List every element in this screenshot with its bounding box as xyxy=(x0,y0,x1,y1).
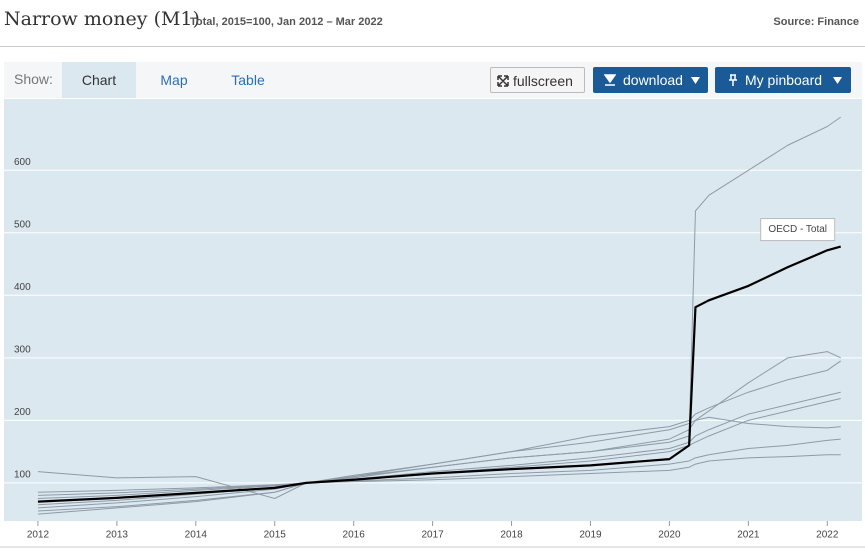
subtitle: Total, 2015=100, Jan 2012 – Mar 2022 xyxy=(190,16,383,28)
country-line xyxy=(37,391,841,506)
y-tick-label: 400 xyxy=(14,282,31,293)
icon xyxy=(691,77,700,84)
x-tick-label: 2018 xyxy=(500,530,523,541)
icon xyxy=(604,74,616,86)
show-label: Show: xyxy=(14,71,53,87)
y-tick-label: 600 xyxy=(14,157,31,168)
tab[interactable]: Chart xyxy=(62,62,136,98)
pinboard-button[interactable]: My pinboard xyxy=(715,67,851,93)
series-label: OECD - Total xyxy=(760,218,836,242)
country-line xyxy=(37,454,841,496)
button-label: download xyxy=(623,72,683,88)
country-line xyxy=(37,438,841,493)
button-label: My pinboard xyxy=(745,72,823,88)
divider xyxy=(0,46,865,47)
plot-area xyxy=(4,99,862,521)
country-line xyxy=(37,351,841,499)
label-box xyxy=(760,218,836,242)
x-tick-label: 2022 xyxy=(816,530,839,541)
tab[interactable]: Table xyxy=(231,72,265,88)
country-line xyxy=(37,116,841,512)
tab[interactable]: Map xyxy=(160,72,188,88)
title: Narrow money (M1) xyxy=(4,8,200,30)
button-label: fullscreen xyxy=(513,73,573,89)
icon xyxy=(833,77,842,84)
country-line xyxy=(37,360,841,509)
country-line xyxy=(37,416,841,515)
icon xyxy=(497,75,509,87)
source: Source: Finance xyxy=(773,16,859,28)
x-tick-label: 2013 xyxy=(106,530,129,541)
y-tick-label: 100 xyxy=(14,470,31,481)
x-tick-label: 2017 xyxy=(421,530,444,541)
total-line xyxy=(37,245,841,503)
icon xyxy=(729,74,737,86)
x-tick-label: 2019 xyxy=(579,530,602,541)
y-tick-label: 300 xyxy=(14,344,31,355)
x-tick-label: 2012 xyxy=(27,530,50,541)
y-tick-label: 200 xyxy=(14,407,31,418)
x-tick-label: 2020 xyxy=(658,530,681,541)
x-tick-label: 2014 xyxy=(185,530,208,541)
series-name: OECD - Total xyxy=(768,224,827,235)
download-button[interactable]: download xyxy=(593,67,708,93)
toolbar: Show: Chart Map Table fullscreen downloa… xyxy=(4,62,862,98)
x-tick-label: 2016 xyxy=(343,530,366,541)
country-line xyxy=(37,397,841,499)
fullscreen-button[interactable]: fullscreen xyxy=(490,67,585,93)
x-tick-label: 2021 xyxy=(737,530,760,541)
x-tick-label: 2015 xyxy=(264,530,287,541)
y-tick-label: 500 xyxy=(14,219,31,230)
